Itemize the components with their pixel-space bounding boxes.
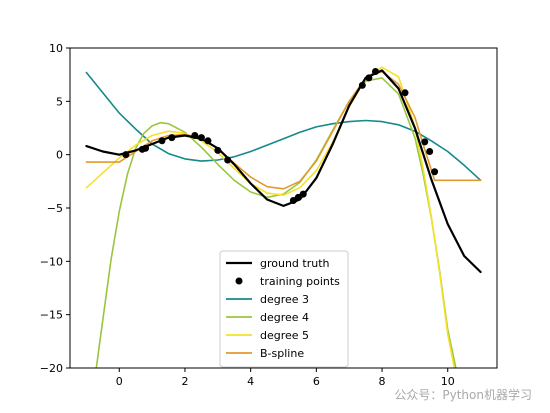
y-tick-label: −10 <box>40 255 63 268</box>
legend: ground truth training points degree 3 degre… <box>219 250 349 368</box>
x-tick-label: 8 <box>379 375 386 388</box>
legend-marker-training-points <box>235 277 243 285</box>
series-layer <box>85 66 482 368</box>
training-point <box>197 134 205 142</box>
legend-label-ground-truth: ground truth <box>260 257 330 270</box>
x-tick-label: 6 <box>313 375 320 388</box>
legend-box <box>219 250 349 368</box>
training-point <box>204 137 212 145</box>
legend-label-training-points: training points <box>260 275 340 288</box>
training-point <box>421 138 429 146</box>
x-tick-label: 10 <box>441 375 455 388</box>
y-tick-label: −5 <box>47 202 63 215</box>
legend-label-b-spline: B-spline <box>260 347 304 360</box>
training-point <box>401 89 409 97</box>
series-line-degree-5 <box>85 66 456 368</box>
x-tick-label: 4 <box>247 375 254 388</box>
x-tick-label: 0 <box>116 375 123 388</box>
training-point <box>371 67 379 75</box>
training-point <box>168 134 176 142</box>
training-point <box>214 146 222 154</box>
training-point <box>358 81 366 89</box>
legend-label-degree-4: degree 4 <box>260 311 309 324</box>
y-axis: −20 −15 −10 −5 0 5 10 <box>40 42 70 375</box>
y-tick-label: 5 <box>56 95 63 108</box>
training-point <box>142 144 150 152</box>
legend-label-degree-3: degree 3 <box>260 293 309 306</box>
watermark-text: 公众号：Python机器学习 <box>394 388 532 402</box>
training-point <box>426 147 434 155</box>
x-axis: 0 2 4 6 8 10 <box>116 368 455 388</box>
training-point <box>191 131 199 139</box>
y-tick-label: 10 <box>49 42 63 55</box>
y-tick-label: 0 <box>56 149 63 162</box>
training-point <box>365 74 373 82</box>
legend-label-degree-5: degree 5 <box>260 329 309 342</box>
training-point <box>299 190 307 198</box>
y-tick-label: −20 <box>40 362 63 375</box>
y-tick-label: −15 <box>40 309 63 322</box>
series-line-ground-truth <box>85 69 482 274</box>
x-tick-label: 2 <box>181 375 188 388</box>
training-point <box>224 156 232 164</box>
training-point <box>431 168 439 176</box>
training-point <box>158 137 166 145</box>
training-point <box>122 151 130 159</box>
